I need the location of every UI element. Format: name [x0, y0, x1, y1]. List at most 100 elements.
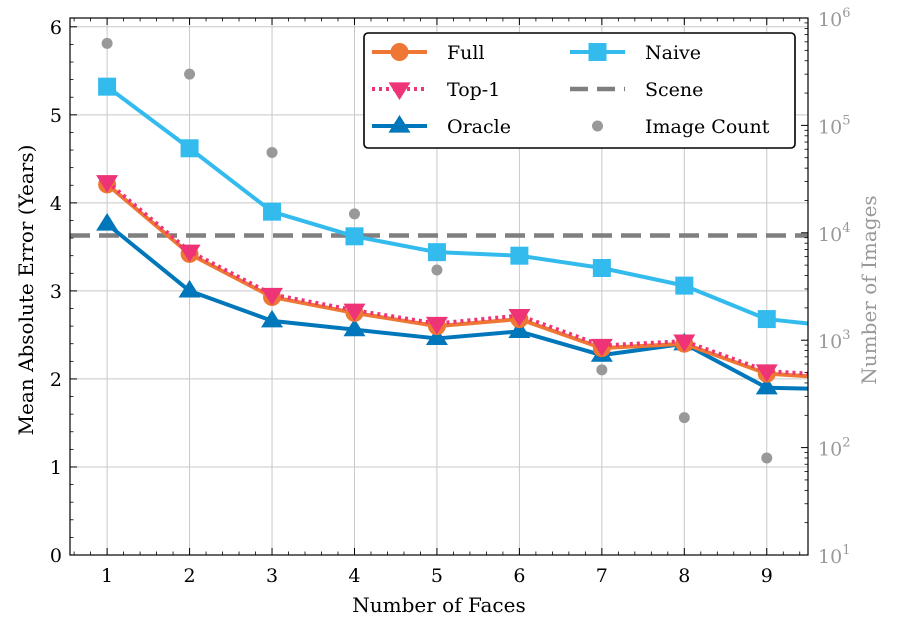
marker-triangle-up [755, 376, 778, 395]
series-line [105, 182, 809, 379]
marker-square [757, 310, 776, 329]
y-tick-label: 5 [50, 105, 62, 127]
series-line [105, 222, 809, 391]
marker-square [588, 43, 607, 61]
x-tick-label: 5 [431, 565, 443, 587]
marker-triangle-up [508, 320, 531, 338]
legend-entry-scene: Scene [570, 79, 703, 101]
y2-tick-base: 10 [818, 439, 842, 461]
series-line [105, 85, 809, 326]
x-tick-label: 6 [513, 565, 525, 587]
legend-entry-full: Full [372, 42, 485, 64]
y2-tick-label: 105 [818, 113, 850, 138]
marker-dot [596, 364, 608, 376]
x-tick-label: 3 [266, 565, 278, 587]
marker-square [592, 259, 611, 278]
marker-dot [592, 120, 603, 132]
marker-square [510, 246, 529, 265]
marker-triangle-down [590, 338, 613, 357]
series-layer [70, 37, 809, 464]
legend-entry-oracle: Oracle [372, 115, 511, 138]
y-axis-label: Mean Absolute Error (Years) [14, 145, 38, 436]
y-tick-labels: 0 1 2 3 4 5 6 [50, 17, 62, 567]
y2-tick-base: 10 [818, 116, 842, 138]
legend-entry-naive: Naive [570, 42, 701, 64]
marker-triangle-down [673, 334, 696, 353]
x-axis-label: Number of Faces [352, 593, 525, 617]
marker-dot [761, 452, 773, 464]
x-tick-labels: 1 2 3 4 5 6 7 8 9 [101, 565, 773, 587]
series-top-1 [96, 175, 809, 383]
series-oracle [96, 212, 809, 395]
marker-dot [266, 146, 278, 158]
series-naive [98, 77, 809, 329]
marker-triangle-up [178, 279, 201, 298]
legend-entry-image-count: Image Count [592, 116, 770, 138]
marker-triangle-down [425, 316, 448, 335]
marker-dot [101, 37, 113, 49]
y-tick-label: 0 [50, 545, 62, 567]
marker-triangle-up [343, 318, 366, 337]
y2-tick-exponent: 2 [842, 436, 850, 451]
x-tick-label: 9 [761, 565, 773, 587]
y2-tick-label: 104 [818, 221, 850, 246]
marker-triangle-up [425, 327, 448, 346]
y-tick-label: 3 [50, 281, 62, 303]
marker-triangle-down [508, 308, 531, 327]
x-tick-label: 8 [678, 565, 690, 587]
axis-ticks [70, 17, 808, 556]
legend-label: Full [447, 42, 485, 64]
marker-dot [431, 264, 443, 276]
y2-tick-label: 103 [818, 328, 850, 353]
y-tick-label: 1 [50, 457, 62, 479]
y2-tick-base: 10 [818, 331, 842, 353]
y2-tick-exponent: 4 [842, 221, 850, 236]
y2-tick-exponent: 6 [842, 6, 850, 21]
marker-dot [184, 68, 196, 80]
y2-tick-base: 10 [818, 9, 842, 31]
marker-circle [390, 43, 409, 61]
x-tick-label: 2 [184, 565, 196, 587]
marker-square [180, 139, 199, 158]
y2-tick-label: 101 [818, 543, 850, 568]
marker-square [98, 77, 117, 96]
y2-tick-exponent: 5 [842, 113, 850, 128]
y2-tick-base: 10 [818, 224, 842, 246]
legend-label: Top-1 [447, 79, 500, 101]
y-tick-label: 6 [50, 17, 62, 39]
x-tick-label: 7 [596, 565, 608, 587]
y2-tick-exponent: 3 [842, 328, 850, 343]
marker-triangle-up [96, 212, 119, 231]
y2-tick-base: 10 [818, 546, 842, 568]
marker-square [675, 276, 694, 295]
x-tick-label: 4 [348, 565, 360, 587]
marker-triangle-down [178, 244, 201, 263]
y2-tick-label: 102 [818, 436, 850, 461]
marker-triangle-down [96, 175, 119, 193]
marker-triangle-down [343, 303, 366, 322]
y2-axis-label: Number of Images [857, 195, 881, 384]
legend-label: Scene [645, 79, 703, 101]
marker-triangle-up [388, 115, 411, 133]
y2-tick-label: 106 [818, 6, 850, 31]
series-full [98, 175, 809, 383]
y-tick-label: 2 [50, 369, 62, 391]
marker-square [263, 202, 282, 221]
marker-triangle-down [261, 287, 284, 306]
legend: Full Top-1 Oracle Naive Scene Image Count [363, 32, 796, 149]
marker-dot [348, 208, 360, 220]
marker-triangle-up [261, 309, 284, 328]
marker-triangle-down [755, 364, 778, 383]
marker-square [427, 243, 446, 262]
y-tick-label: 4 [50, 193, 62, 215]
legend-entry-top-1: Top-1 [372, 79, 500, 101]
plot-frame [69, 17, 809, 556]
series-line [105, 180, 809, 376]
marker-dot [678, 412, 690, 424]
legend-label: Naive [645, 42, 701, 64]
legend-label: Oracle [447, 116, 511, 138]
marker-triangle-down [388, 82, 411, 100]
y2-tick-exponent: 1 [842, 543, 850, 558]
